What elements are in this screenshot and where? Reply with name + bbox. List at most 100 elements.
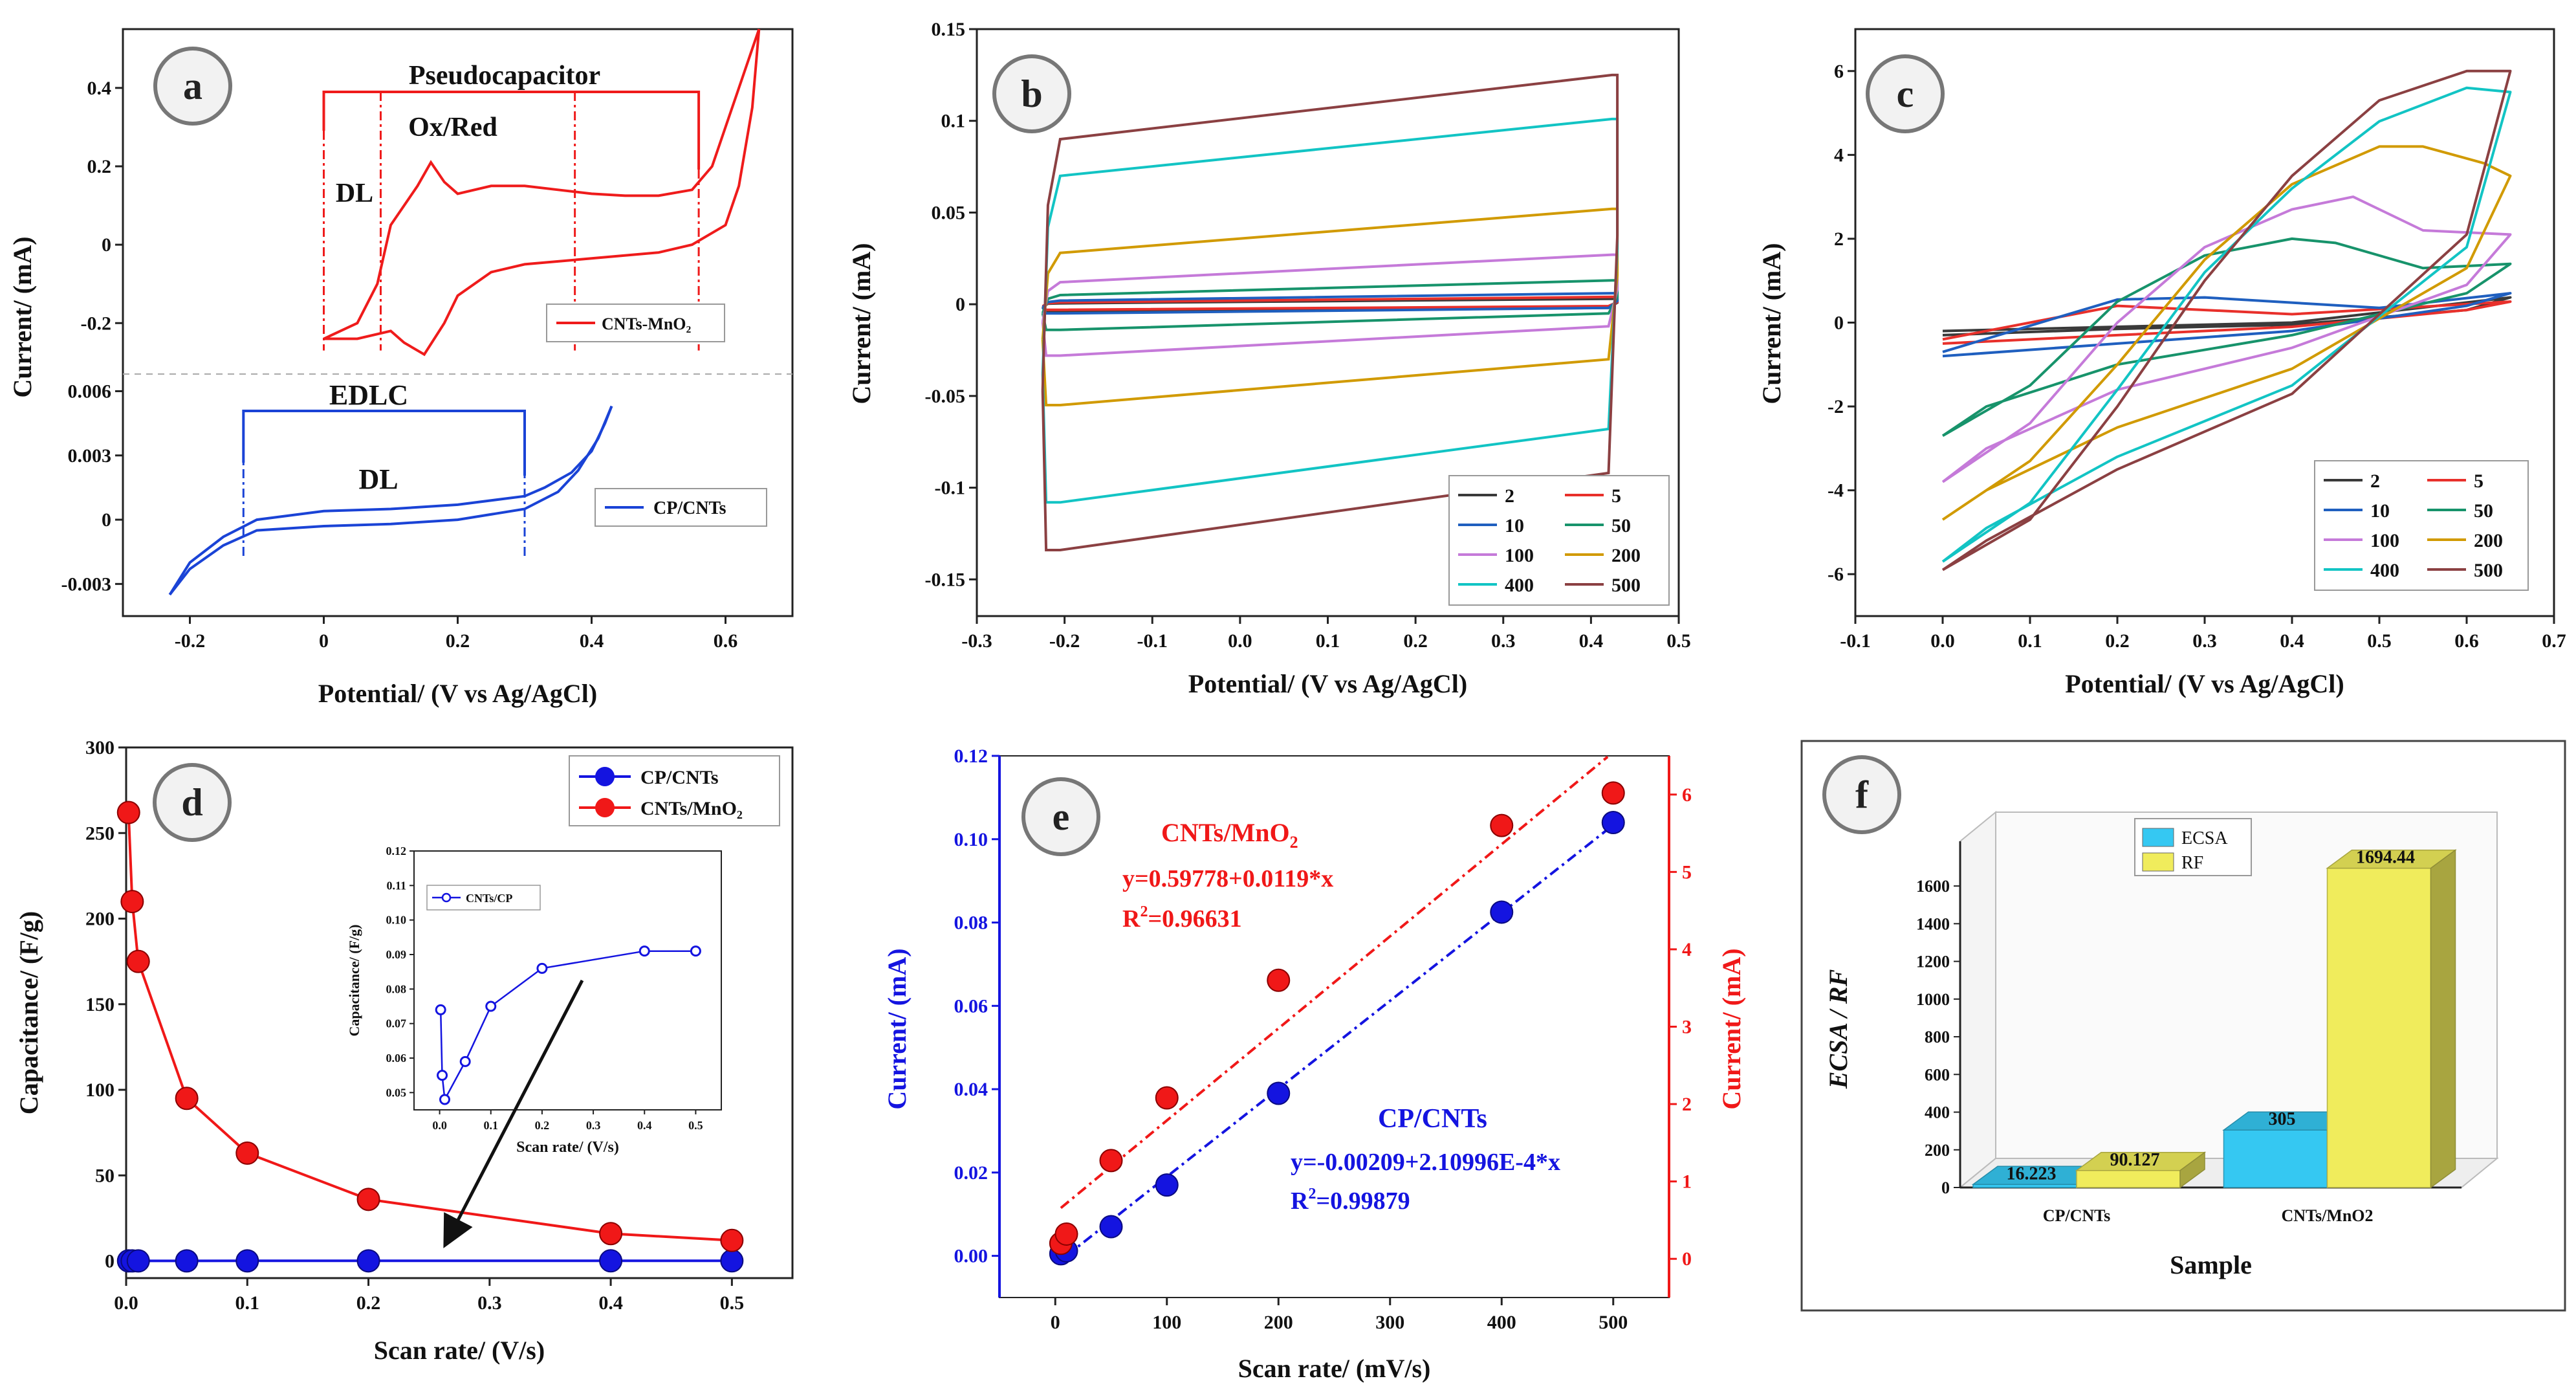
panel-c-legend-label-10: 10 bbox=[2370, 500, 2390, 522]
panel-d-inset-y-label: 0.06 bbox=[386, 1052, 407, 1065]
panel-b-legend-label-200: 200 bbox=[1611, 545, 1641, 566]
panel-d-y-tick-label: 50 bbox=[95, 1165, 115, 1186]
panel-d-x-tick-label: 0.1 bbox=[235, 1292, 260, 1314]
panel-d-legend-marker bbox=[595, 798, 615, 817]
panel-d-cp-point bbox=[126, 1249, 150, 1273]
panel-f-legend-label-ECSA: ECSA bbox=[2181, 828, 2228, 848]
panel-b-badge-circle bbox=[992, 54, 1071, 133]
panel-e-red-r2-sup: 2 bbox=[1140, 903, 1148, 920]
panel-d-inset-y-label: 0.10 bbox=[386, 914, 407, 927]
panel-e-red-r2-val: =0.96631 bbox=[1148, 905, 1241, 933]
panel-a-x-tick-label: 0 bbox=[319, 630, 329, 652]
panel-c-badge-circle bbox=[1866, 54, 1945, 133]
panel-b-y-tick-label: -0.05 bbox=[925, 386, 966, 407]
panel-c-x-tick-label: 0.2 bbox=[2105, 630, 2130, 652]
panel-a-oxred-label: Ox/Red bbox=[408, 113, 497, 142]
panel-c-series-500-line bbox=[1941, 69, 2512, 571]
panel-b-x-tick-label: 0.3 bbox=[1491, 630, 1516, 652]
panel-d-inset-point bbox=[437, 1070, 448, 1081]
panel-c-ylabel: Current/ (mA) bbox=[1757, 243, 1786, 404]
panel-e-mno2-point bbox=[1155, 1086, 1179, 1110]
panel-d-inset-y-label: 0.12 bbox=[386, 845, 407, 857]
panel-d-badge-circle bbox=[153, 763, 232, 842]
panel-e-x-tick-label: 100 bbox=[1152, 1312, 1181, 1333]
panel-d-x-tick-label: 0.0 bbox=[114, 1292, 138, 1314]
panel-d-inset-x-label: 0.5 bbox=[688, 1119, 703, 1132]
panel-b-badge-label: b bbox=[1021, 72, 1042, 115]
panel-a-y-lower-tick-label: -0.003 bbox=[61, 573, 112, 595]
panel-e-yleft-tick-label: 0.02 bbox=[954, 1162, 988, 1184]
panel-e-mno2-point bbox=[1054, 1222, 1078, 1246]
panel-c-legend-label-500: 500 bbox=[2474, 560, 2503, 581]
panel-e-red-r2: R2=0.96631 bbox=[1122, 903, 1242, 933]
panel-d-inset-x-label: 0.0 bbox=[432, 1119, 447, 1132]
panel-f-y-tick-label: 1000 bbox=[1916, 990, 1950, 1009]
panel-d-y-tick-label: 150 bbox=[85, 994, 115, 1015]
panel-f-y-tick-label: 1200 bbox=[1916, 953, 1950, 971]
panel-e-yright-tick-label: 4 bbox=[1682, 939, 1692, 960]
panel-a-mno2-reverse-line bbox=[323, 28, 761, 357]
panel-d-inset-xlabel: Scan rate/ (V/s) bbox=[516, 1139, 619, 1156]
panel-f-badge-circle bbox=[1822, 755, 1901, 834]
panel-b-y-tick-label: -0.15 bbox=[925, 569, 966, 590]
panel-b-y-tick-label: 0.1 bbox=[941, 111, 966, 132]
panel-d-inset-x-label: 0.1 bbox=[484, 1119, 499, 1132]
panel-e-mno2-fit-line bbox=[1060, 755, 1609, 1210]
panel-b-series-50-line bbox=[1041, 279, 1619, 331]
panel-e-mno2-point bbox=[1099, 1149, 1123, 1173]
panel-d-mno2-point bbox=[235, 1141, 259, 1165]
panel-a-cp-forward-line bbox=[168, 405, 613, 596]
panel-d-cp-point bbox=[356, 1249, 380, 1273]
panel-f-y-tick-label: 1600 bbox=[1916, 877, 1950, 896]
panel-b-ylabel: Current/ (mA) bbox=[847, 243, 876, 404]
panel-c-x-tick-label: 0.6 bbox=[2454, 630, 2479, 652]
panel-e-xlabel: Scan rate/ (mV/s) bbox=[1238, 1354, 1431, 1383]
panel-f-bar-label: 16.223 bbox=[2007, 1164, 2057, 1184]
panel-c-x-tick-label: -0.1 bbox=[1840, 630, 1871, 652]
panel-e-x-tick-label: 200 bbox=[1264, 1312, 1293, 1333]
panel-f-y-tick-label: 0 bbox=[1941, 1178, 1950, 1197]
panel-b-y-tick-label: 0.05 bbox=[932, 202, 966, 223]
panel-e-yleft-tick-label: 0.08 bbox=[954, 912, 988, 934]
panel-c-series-5-line bbox=[1942, 300, 2512, 345]
panel-f-legend-swatch-RF bbox=[2142, 852, 2174, 872]
panel-a-ylabel: Current/ (mA) bbox=[8, 236, 37, 397]
panel-c-legend-label-200: 200 bbox=[2474, 530, 2503, 551]
panel-d-inset-x-label: 0.3 bbox=[586, 1119, 601, 1132]
panel-a-mno2-forward-line bbox=[323, 28, 761, 340]
panel-c-x-tick-label: 0.3 bbox=[2192, 630, 2217, 652]
panel-f-legend-label-RF: RF bbox=[2181, 853, 2203, 873]
panel-e-red-title-sub: 2 bbox=[1290, 833, 1298, 852]
panel-d-inset-y-label: 0.11 bbox=[386, 879, 406, 892]
panel-e-blue-r2: R2=0.99879 bbox=[1291, 1186, 1410, 1215]
panel-f-bar-RF-0-side bbox=[2179, 1151, 2205, 1189]
panel-d-cp-point bbox=[720, 1249, 744, 1273]
panel-a-edlc-label: EDLC bbox=[329, 379, 408, 411]
panel-a-badge-circle bbox=[153, 47, 232, 126]
panel-c-legend-label-2: 2 bbox=[2370, 470, 2380, 492]
panel-f-bar-ECSA-1-front bbox=[2223, 1129, 2328, 1188]
panel-c-series-50-line bbox=[1941, 237, 2512, 437]
panel-d-y-tick-label: 200 bbox=[85, 909, 115, 930]
panel-c-y-tick-label: -2 bbox=[1828, 396, 1844, 417]
panel-e-cp-point bbox=[1601, 811, 1625, 835]
panel-f-outer-border bbox=[1800, 740, 2566, 1312]
panel-b-xlabel: Potential/ (V vs Ag/AgCl) bbox=[1188, 669, 1467, 698]
panel-d-x-tick-label: 0.5 bbox=[720, 1292, 745, 1314]
panel-e-x-tick-label: 0 bbox=[1051, 1312, 1060, 1333]
panel-b-legend-label-400: 400 bbox=[1505, 575, 1534, 596]
panel-d-inset-ylabel: Capacitance/ (F/g) bbox=[346, 925, 362, 1037]
panel-a-xlabel: Potential/ (V vs Ag/AgCl) bbox=[318, 679, 597, 708]
panel-d-x-tick-label: 0.4 bbox=[598, 1292, 623, 1314]
panel-c-xlabel: Potential/ (V vs Ag/AgCl) bbox=[2065, 669, 2344, 698]
panel-b-legend-label-2: 2 bbox=[1505, 485, 1514, 507]
panel-f-bar-RF-1-side bbox=[2430, 849, 2456, 1189]
panel-a-upper-legend-label: CNTs-MnO₂ bbox=[602, 315, 692, 333]
panel-e-badge-circle bbox=[1021, 777, 1100, 856]
panel-c-series-200-line bbox=[1941, 145, 2512, 521]
panel-e-ylabel-right: Current/ (mA) bbox=[1717, 948, 1746, 1109]
panel-f-y-tick-label: 200 bbox=[1925, 1141, 1950, 1160]
panel-e-mno2-point bbox=[1267, 968, 1291, 992]
panel-a-dl-upper-label: DL bbox=[336, 179, 373, 208]
